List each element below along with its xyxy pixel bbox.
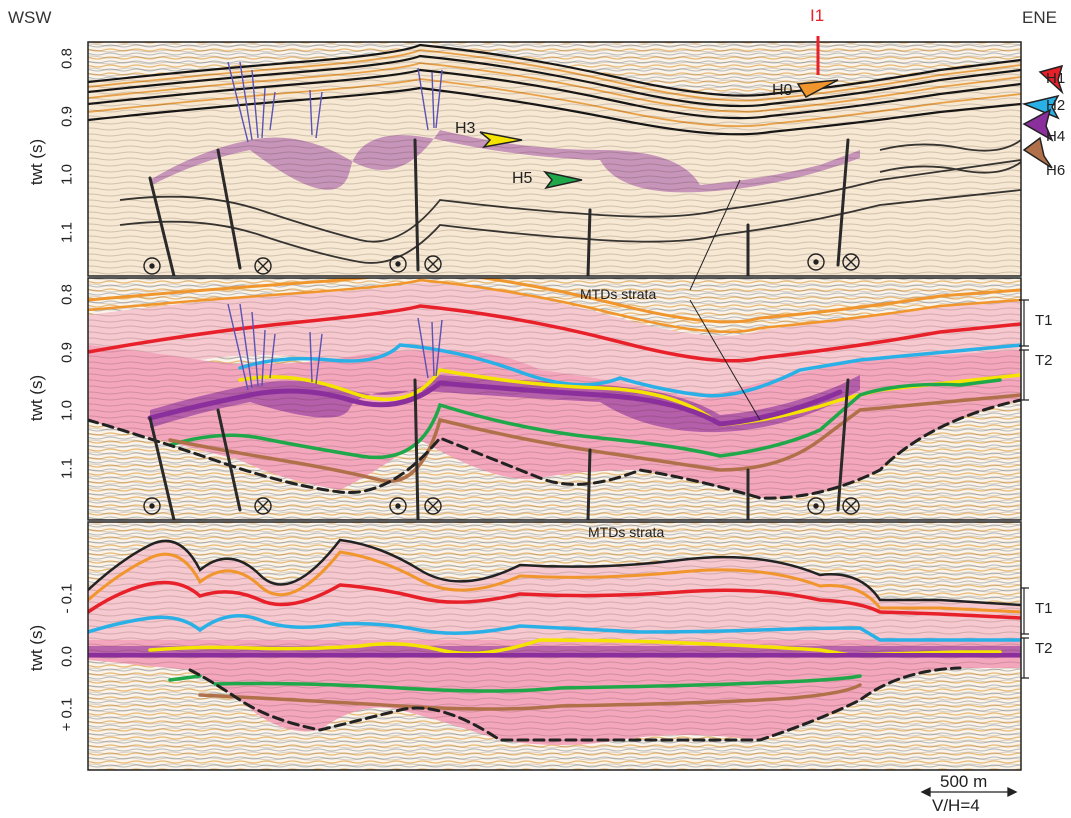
unit-label-t1-panel-3: T1 [1035,600,1053,617]
h5-arrow [542,170,583,190]
horizon-label-h2: H2 [1046,97,1066,114]
h1-arrow [1038,64,1064,95]
direction-right-label: ENE [1022,8,1057,27]
fault-motion-symbols-panel-1 [143,253,860,275]
panel-1-seismic [88,42,1021,276]
horizon-label-h3: H3 [455,120,476,137]
horizon-markers [479,64,1064,190]
fault-motion-symbols-panel-2 [143,497,860,515]
horizon-label-h6: H6 [1046,162,1066,179]
unit-brackets [1019,299,1029,679]
unit-label-t2-panel-3: T2 [1035,640,1053,657]
well-label: I1 [810,6,825,25]
h4-arrow [1022,108,1054,142]
panel-2-seismic [88,278,1021,520]
horizon-label-h4: H4 [1046,128,1066,145]
panel-2-frame [87,277,1022,521]
scale-bar-exaggeration: V/H=4 [932,796,980,815]
horizon-label-h0: H0 [772,82,793,99]
scale-bar-distance: 500 m [940,772,988,791]
horizon-label-h5: H5 [512,170,533,187]
panel-3-seismic [88,522,1021,770]
direction-left-label: WSW [8,8,52,27]
h0-arrow [796,79,839,98]
h3-arrow [479,131,523,149]
unit-label-t1-panel-2: T1 [1035,312,1053,329]
panel-3-frame [87,521,1022,771]
h6-arrow [1022,136,1053,169]
mtd-label-lower: MTDs strata [588,524,665,540]
scale-bar [920,786,1018,798]
horizon-label-h1: H1 [1046,70,1066,87]
unit-label-t2-panel-2: T2 [1035,352,1053,369]
panel-1-frame [87,41,1022,277]
mtd-label-upper: MTDs strata [580,286,657,302]
